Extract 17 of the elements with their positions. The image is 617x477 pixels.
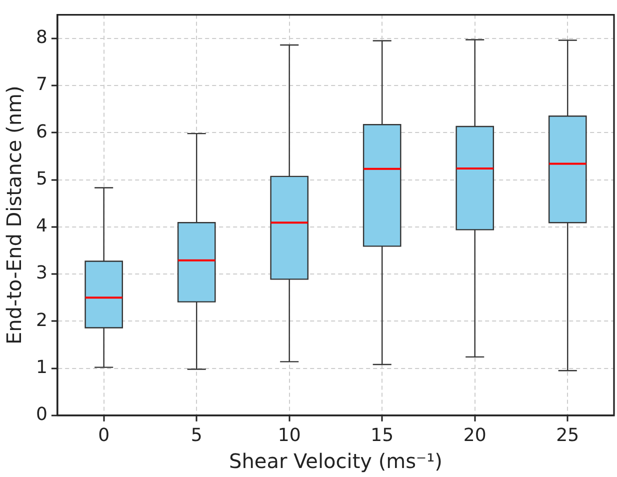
- x-axis-title: Shear Velocity (ms⁻¹): [229, 449, 442, 474]
- x-tick-label: 25: [556, 424, 580, 446]
- x-tick-label: 5: [190, 424, 202, 446]
- y-tick-label: 6: [36, 121, 48, 142]
- y-axis-title: End-to-End Distance (nm): [2, 86, 26, 345]
- x-tick-label: 15: [370, 424, 394, 446]
- x-tick-label: 0: [98, 424, 110, 446]
- y-tick-label: 8: [36, 27, 48, 48]
- y-tick-label: 5: [36, 168, 48, 190]
- y-tick-label: 2: [36, 310, 48, 331]
- y-tick-label: 0: [36, 404, 48, 426]
- y-tick-label: 4: [36, 216, 48, 237]
- x-tick-label: 20: [463, 424, 486, 446]
- y-tick-label: 7: [36, 74, 48, 96]
- y-tick-label: 3: [36, 262, 48, 284]
- y-tick-label: 1: [36, 356, 48, 378]
- x-tick-label: 10: [278, 424, 301, 446]
